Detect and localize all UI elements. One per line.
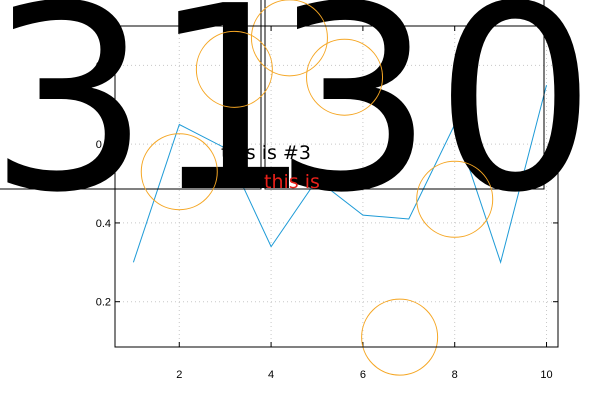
series-line bbox=[132, 84, 547, 265]
y-tick-label: 0.8 bbox=[96, 60, 111, 72]
circle-markers bbox=[140, 0, 494, 376]
annotation-this-is-red: this is bbox=[264, 171, 320, 193]
inset-label-left: 31 bbox=[0, 0, 312, 249]
x-tick-label: 4 bbox=[268, 369, 274, 381]
circle-marker bbox=[250, 0, 328, 77]
axis-ticks: 2 4 6 8 10 0.2 0.4 0.6 0.8 bbox=[96, 26, 558, 381]
x-tick-label: 8 bbox=[452, 369, 458, 381]
annotation-this-is-3: this is #3 bbox=[221, 142, 311, 164]
y-tick-label: 0.2 bbox=[96, 297, 111, 309]
grid-lines bbox=[115, 26, 558, 347]
circle-marker bbox=[195, 30, 273, 108]
y-tick-label: 0.6 bbox=[96, 139, 111, 151]
annotations: this is #3 this is bbox=[221, 142, 320, 193]
circle-marker bbox=[140, 133, 218, 211]
circle-marker bbox=[361, 298, 439, 376]
circle-marker bbox=[416, 160, 494, 238]
circle-marker bbox=[306, 38, 384, 116]
inset-frame-left bbox=[0, 0, 262, 190]
plot-frame bbox=[114, 25, 559, 348]
inset-label-right: 30 bbox=[272, 0, 596, 249]
x-tick-label: 2 bbox=[176, 369, 182, 381]
x-tick-label: 10 bbox=[540, 369, 552, 381]
y-tick-label: 0.4 bbox=[96, 218, 111, 230]
x-tick-label: 6 bbox=[360, 369, 366, 381]
inset-layer: 31 30 bbox=[0, 0, 596, 249]
series-layer bbox=[132, 84, 547, 265]
